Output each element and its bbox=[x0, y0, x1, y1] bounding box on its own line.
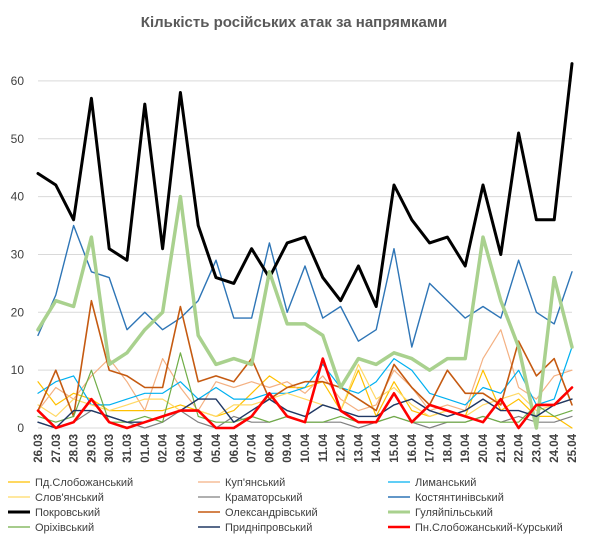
y-axis: 0 10 20 30 40 50 60 bbox=[11, 74, 25, 435]
legend-label: Гуляйпільський bbox=[415, 507, 493, 519]
x-tick-label: 13.04 bbox=[353, 433, 365, 462]
y-tick-label: 50 bbox=[11, 132, 25, 146]
x-tick-label: 19.04 bbox=[460, 433, 472, 462]
x-tick-label: 23.04 bbox=[531, 433, 543, 462]
legend-label: Лиманський bbox=[415, 477, 476, 489]
x-tick-label: 16.04 bbox=[407, 433, 419, 462]
series-line bbox=[37, 329, 573, 412]
x-tick-label: 17.04 bbox=[425, 433, 437, 462]
legend-label: Пн.Слобожанський-Курський bbox=[415, 522, 563, 534]
x-tick-label: 28.03 bbox=[69, 434, 81, 463]
x-tick-label: 18.04 bbox=[442, 433, 454, 462]
y-tick-label: 30 bbox=[11, 247, 25, 261]
x-tick-label: 01.04 bbox=[140, 433, 152, 462]
x-tick-label: 12.04 bbox=[336, 433, 348, 462]
x-tick-label: 09.04 bbox=[282, 433, 294, 462]
plot-area bbox=[36, 62, 574, 430]
x-tick-label: 07.04 bbox=[247, 433, 259, 462]
legend-label: Куп'янський bbox=[225, 477, 285, 489]
x-tick-label: 29.03 bbox=[86, 434, 98, 463]
x-axis: 26.03 27.03 28.03 29.03 30.03 31.03 01.04 02.04… bbox=[33, 433, 579, 462]
y-tick-label: 20 bbox=[11, 305, 25, 319]
x-tick-label: 21.04 bbox=[496, 433, 508, 462]
x-tick-label: 26.03 bbox=[33, 434, 45, 463]
y-tick-label: 60 bbox=[11, 74, 25, 88]
legend-label: Оріхівський bbox=[35, 522, 94, 534]
x-tick-label: 31.03 bbox=[122, 434, 134, 463]
legend-label: Пд.Слобожанський bbox=[35, 477, 133, 489]
x-tick-label: 04.04 bbox=[193, 433, 205, 462]
x-tick-label: 11.04 bbox=[318, 433, 330, 462]
series-line bbox=[37, 346, 573, 406]
x-tick-label: 25.04 bbox=[567, 433, 579, 462]
x-tick-label: 10.04 bbox=[300, 433, 312, 462]
series-line bbox=[37, 398, 573, 429]
x-tick-label: 20.04 bbox=[478, 433, 490, 462]
x-tick-label: 15.04 bbox=[389, 433, 401, 462]
legend-label: Покровський bbox=[35, 507, 100, 519]
series-line bbox=[36, 194, 574, 430]
series-line bbox=[37, 224, 573, 348]
x-tick-label: 03.04 bbox=[175, 433, 187, 462]
x-tick-label: 30.03 bbox=[104, 434, 116, 463]
legend-label: Олександрівський bbox=[225, 507, 318, 519]
chart-title: Кількість російських атак за напрямками bbox=[141, 14, 447, 31]
x-tick-label: 14.04 bbox=[371, 433, 383, 462]
legend-label: Слов'янський bbox=[35, 492, 104, 504]
x-tick-label: 02.04 bbox=[158, 433, 170, 462]
legend-label: Краматорський bbox=[225, 492, 303, 504]
series-line bbox=[37, 363, 573, 417]
x-tick-label: 06.04 bbox=[229, 433, 241, 462]
x-tick-label: 22.04 bbox=[514, 433, 526, 462]
y-tick-label: 0 bbox=[17, 421, 24, 435]
y-tick-label: 10 bbox=[11, 363, 25, 377]
legend-label: Костянтинівський bbox=[415, 492, 504, 504]
series-line bbox=[36, 357, 574, 430]
x-tick-label: 24.04 bbox=[549, 433, 561, 462]
y-tick-label: 40 bbox=[11, 190, 25, 204]
series-line bbox=[36, 62, 574, 308]
series-line bbox=[37, 299, 573, 418]
x-tick-label: 05.04 bbox=[211, 433, 223, 462]
x-tick-label: 08.04 bbox=[264, 433, 276, 462]
x-tick-label: 27.03 bbox=[51, 434, 63, 463]
legend: Пд.Слобожанський Куп'янський Лиманський Сло… bbox=[8, 477, 563, 534]
legend-label: Придніпровський bbox=[225, 522, 312, 534]
